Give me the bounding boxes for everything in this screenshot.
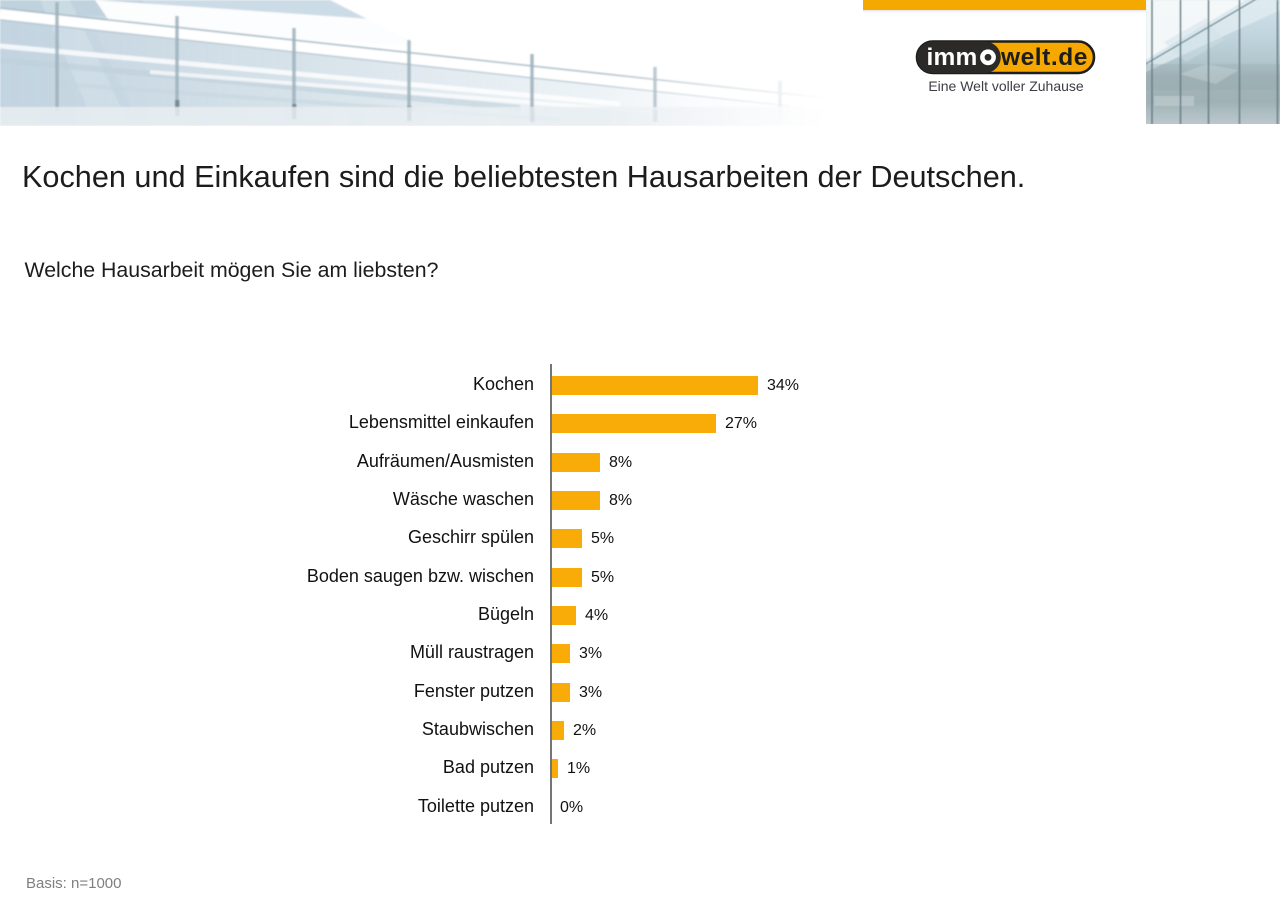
- svg-text:welt.de: welt.de: [1000, 44, 1088, 71]
- svg-text:imm: imm: [927, 44, 978, 71]
